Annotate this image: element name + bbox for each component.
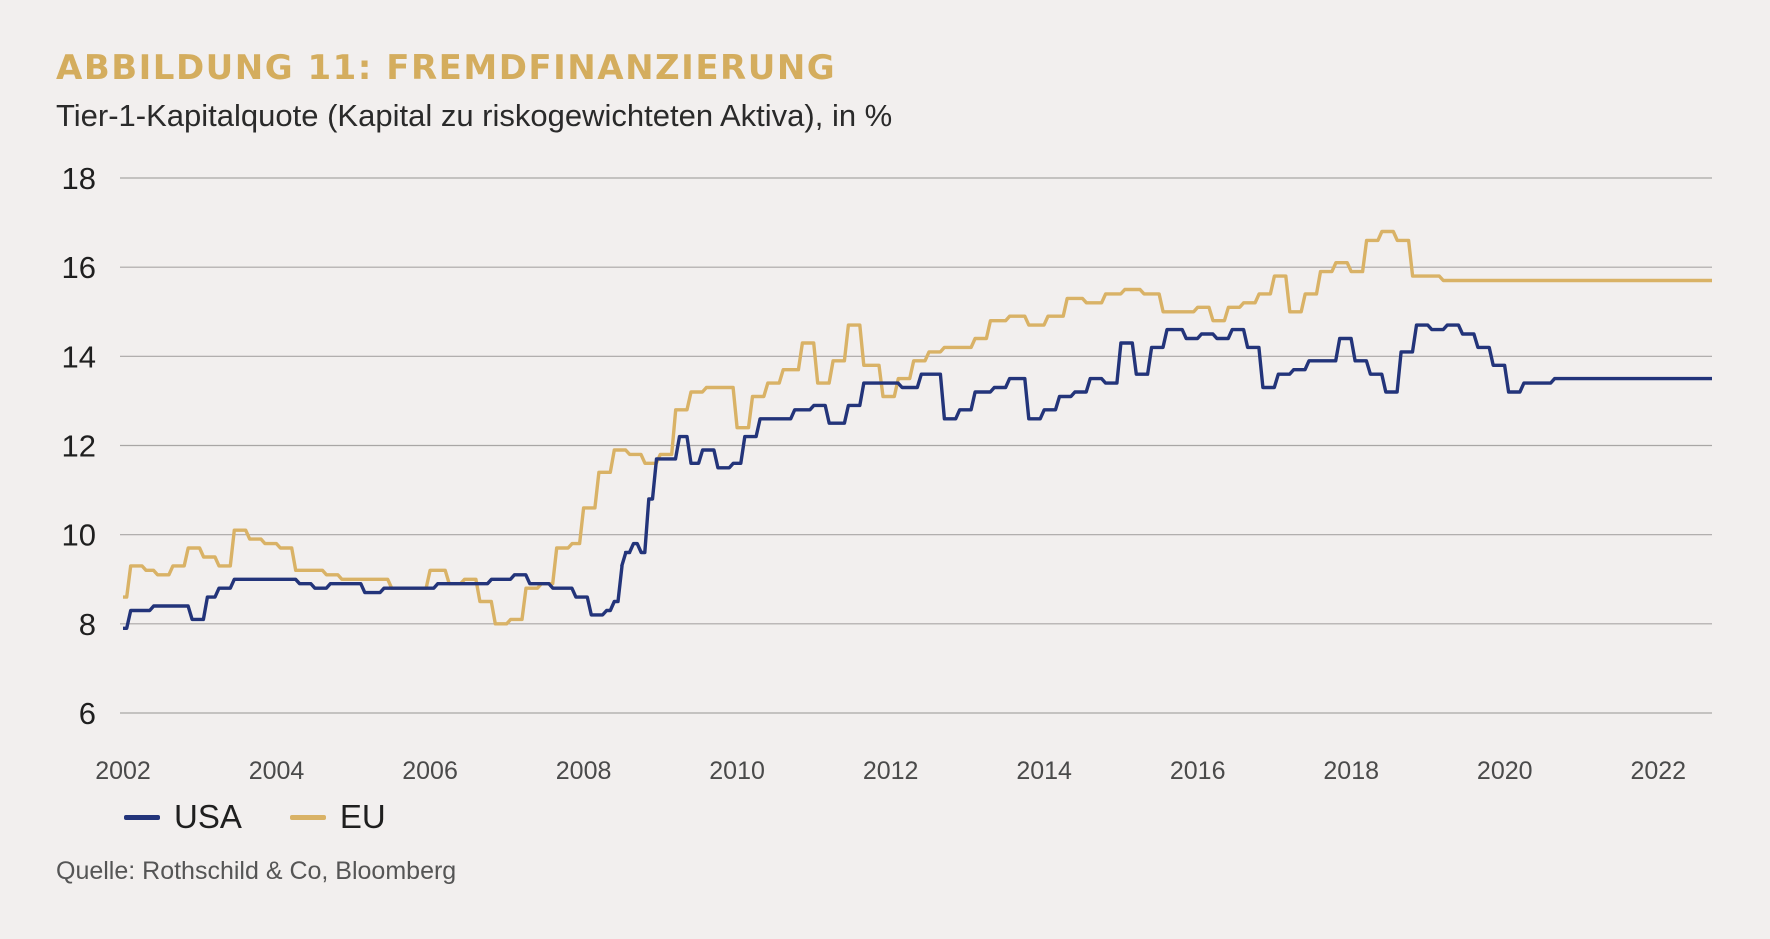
y-tick-label-8: 8	[79, 607, 96, 642]
x-tick-label-2004: 2004	[249, 757, 305, 785]
y-tick-label-18: 18	[62, 161, 96, 196]
legend-item-usa[interactable]: USA	[124, 798, 242, 836]
legend-label-usa: USA	[174, 798, 242, 835]
y-tick-label-10: 10	[62, 518, 96, 553]
legend-swatch-usa	[124, 814, 160, 820]
legend-label-eu: EU	[339, 798, 386, 835]
x-tick-label-2016: 2016	[1170, 757, 1226, 785]
series-line-usa	[123, 323, 1712, 630]
y-tick-label-6: 6	[79, 696, 96, 731]
x-tick-label-2022: 2022	[1630, 757, 1686, 785]
y-tick-label-14: 14	[62, 339, 96, 374]
gridlines	[120, 177, 1712, 714]
series-lines	[123, 229, 1712, 630]
x-tick-label-2010: 2010	[709, 757, 765, 785]
x-tick-label-2002: 2002	[95, 757, 151, 785]
x-tick-label-2018: 2018	[1323, 757, 1379, 785]
y-tick-label-16: 16	[62, 250, 96, 285]
x-tick-label-2020: 2020	[1477, 757, 1533, 785]
source-note: Quelle: Rothschild & Co, Bloomberg	[56, 857, 457, 885]
x-tick-label-2014: 2014	[1016, 757, 1072, 785]
legend-swatch-eu	[289, 814, 326, 820]
legend: USA EU	[124, 798, 434, 836]
series-line-eu	[123, 229, 1712, 626]
y-axis-ticks: 6 8 10 12 14 16 18	[62, 161, 96, 731]
x-tick-label-2012: 2012	[863, 757, 919, 785]
chart-title: ABBILDUNG 11: FREMDFINANZIERUNG	[56, 48, 837, 88]
y-tick-label-12: 12	[62, 429, 96, 464]
x-tick-label-2006: 2006	[402, 757, 458, 785]
legend-item-eu[interactable]: EU	[289, 798, 386, 836]
x-axis-ticks: 2002 2004 2006 2008 2010 2012 2014 2016 2018 2020…	[95, 757, 1686, 785]
chart-subtitle: Tier-1-Kapitalquote (Kapital zu riskogew…	[56, 98, 893, 133]
x-tick-label-2008: 2008	[556, 757, 612, 785]
